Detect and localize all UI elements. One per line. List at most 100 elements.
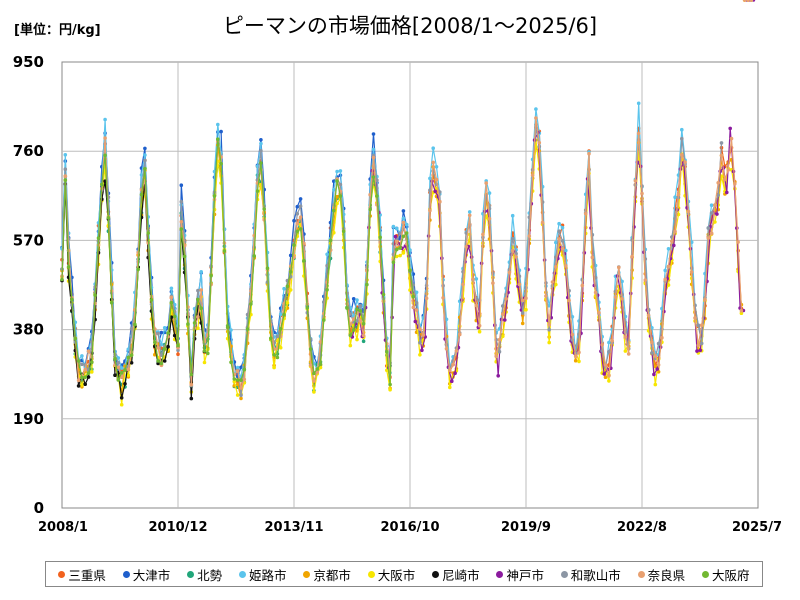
data-point <box>259 141 263 146</box>
data-point <box>501 334 505 339</box>
data-point <box>143 153 147 157</box>
data-point <box>113 373 117 378</box>
data-point <box>520 321 525 326</box>
data-point <box>636 101 641 106</box>
data-point <box>298 204 303 208</box>
data-point <box>496 374 501 378</box>
data-point <box>434 177 439 182</box>
data-point <box>715 212 719 216</box>
data-point <box>725 190 729 195</box>
data-point <box>451 362 455 367</box>
data-point <box>494 354 499 359</box>
data-point <box>603 363 608 367</box>
data-point <box>302 241 306 246</box>
data-point <box>557 229 561 233</box>
data-point <box>335 169 339 174</box>
data-point <box>83 382 87 387</box>
data-point <box>295 211 300 216</box>
data-point <box>355 298 359 302</box>
data-point <box>385 350 389 354</box>
data-point <box>126 367 131 372</box>
legend-marker <box>432 570 440 578</box>
data-point <box>235 378 240 382</box>
data-point <box>514 255 518 259</box>
data-point <box>371 155 376 160</box>
data-point <box>116 365 121 370</box>
data-point <box>375 178 379 182</box>
data-point <box>239 386 243 390</box>
data-point <box>302 258 306 263</box>
data-point <box>564 264 568 268</box>
data-point <box>109 300 114 305</box>
data-point <box>172 333 177 338</box>
data-point <box>418 327 422 331</box>
data-point <box>73 336 78 341</box>
data-point <box>139 192 144 197</box>
data-point <box>680 153 684 157</box>
data-point <box>169 300 174 305</box>
data-point <box>189 396 194 401</box>
data-point <box>159 353 164 358</box>
data-point <box>318 340 323 344</box>
data-point <box>653 382 658 387</box>
data-point <box>401 251 406 255</box>
data-point <box>242 377 247 382</box>
data-point <box>428 208 432 213</box>
data-point <box>179 227 184 231</box>
data-point <box>573 358 578 363</box>
data-point <box>534 116 538 120</box>
data-point <box>292 243 296 247</box>
y-tick-label: 760 <box>13 142 44 160</box>
data-point <box>560 239 565 243</box>
legend-marker <box>303 570 311 578</box>
legend-marker <box>58 570 66 578</box>
data-point <box>716 193 720 197</box>
data-point <box>709 203 714 207</box>
data-point <box>481 232 485 237</box>
data-point <box>235 393 240 397</box>
data-point <box>371 175 376 179</box>
data-point <box>278 312 283 317</box>
data-point <box>600 343 604 347</box>
data-point <box>739 311 744 316</box>
data-point <box>285 301 290 305</box>
data-point <box>133 322 137 327</box>
data-point <box>143 167 147 171</box>
data-point <box>176 348 180 353</box>
data-point <box>199 288 203 292</box>
data-point <box>335 194 339 199</box>
data-point <box>666 247 671 251</box>
data-point <box>162 347 167 351</box>
data-point <box>453 371 457 376</box>
data-point <box>146 231 150 235</box>
data-point <box>179 199 184 204</box>
data-point <box>394 254 399 259</box>
data-point <box>162 326 167 330</box>
data-point <box>497 337 502 342</box>
data-point <box>431 146 436 150</box>
data-point <box>269 336 273 341</box>
data-point <box>202 349 207 353</box>
data-point <box>413 319 418 324</box>
data-point <box>544 294 548 298</box>
legend-item: 大阪市 <box>367 565 415 584</box>
data-point <box>656 370 661 374</box>
data-point <box>162 359 167 363</box>
data-point <box>666 283 671 287</box>
data-point <box>686 209 691 214</box>
data-point <box>696 323 701 328</box>
data-point <box>338 182 343 187</box>
data-point <box>487 216 492 221</box>
data-point <box>537 140 542 145</box>
data-point <box>607 379 611 383</box>
data-point <box>670 239 674 244</box>
grid-layer <box>62 62 758 508</box>
data-point <box>723 177 727 182</box>
data-point <box>119 366 124 370</box>
data-point <box>428 176 432 181</box>
legend-marker <box>239 570 246 578</box>
legend-label: 京都市 <box>313 567 351 583</box>
data-point <box>726 168 730 172</box>
data-point <box>338 169 343 173</box>
data-point <box>467 210 472 214</box>
